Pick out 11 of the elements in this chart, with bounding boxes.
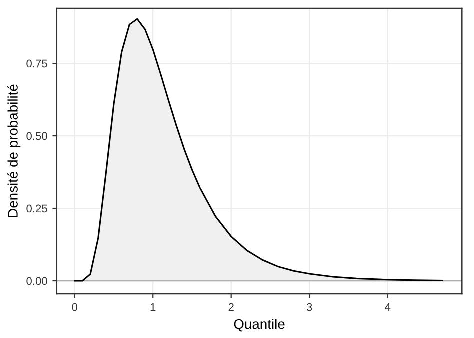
x-tick-label: 1 — [150, 303, 156, 312]
x-tick-label: 3 — [306, 303, 312, 312]
x-tick-label: 2 — [228, 303, 234, 312]
x-tick-label: 4 — [384, 303, 391, 312]
x-tick-label: 0 — [72, 303, 78, 312]
y-axis-title: Densité de probabilité — [8, 84, 21, 218]
y-tick-label: 0.75 — [26, 60, 48, 68]
y-tick-label: 0.50 — [26, 132, 48, 140]
y-tick-label: 0.00 — [26, 277, 48, 286]
y-tick-label: 0.25 — [26, 204, 48, 213]
x-axis-title: Quantile — [234, 319, 285, 332]
